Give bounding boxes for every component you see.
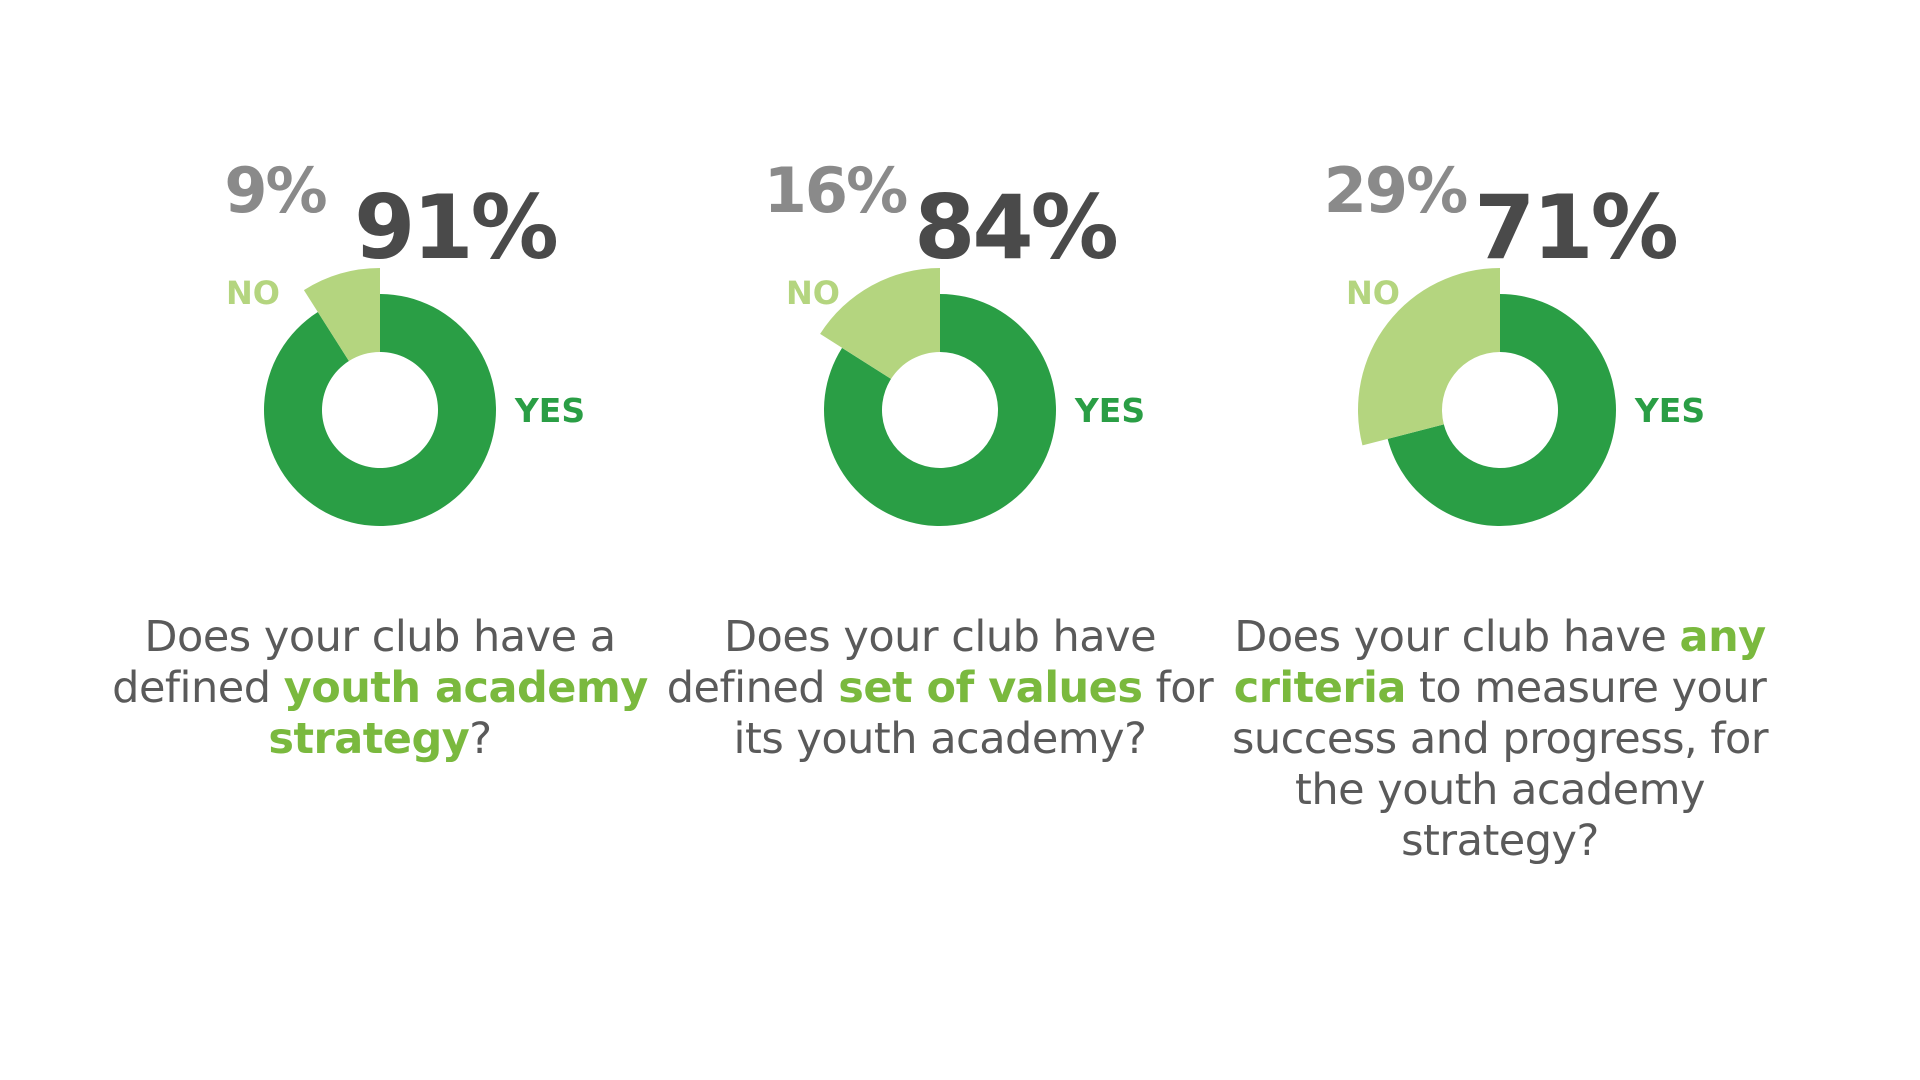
no-label-3: NO — [1346, 274, 1400, 312]
no-percent-1: 9% — [224, 154, 326, 227]
yes-slice-3 — [1387, 294, 1616, 527]
question-3-after: to measure your success and progress, fo… — [1231, 663, 1769, 866]
question-3-highlight: any criteria — [1233, 612, 1766, 713]
question-2-highlight: set of values — [838, 663, 1143, 713]
yes-label-2: YES — [1074, 391, 1145, 430]
question-2-after: for its youth academy? — [733, 663, 1214, 764]
yes-percent-1: 91% — [354, 176, 556, 279]
question-3-before: Does your club have — [1234, 612, 1680, 662]
chart-panel-2: 16% 84% NO YES Does your club have defined … — [660, 0, 1220, 1080]
question-1-after: ? — [469, 714, 492, 764]
donut-chart-3: 29% 71% NO YES — [1324, 154, 1705, 527]
yes-slice-1 — [264, 294, 496, 526]
yes-slice-2 — [824, 294, 1056, 526]
question-text-1: Does your club have a defined youth acad… — [100, 612, 660, 765]
no-slice-1 — [303, 268, 380, 362]
yes-label-1: YES — [514, 391, 585, 430]
no-label-1: NO — [226, 274, 280, 312]
no-label-2: NO — [786, 274, 840, 312]
question-1-before: Does your club have a defined — [112, 612, 616, 713]
question-2-before: Does your club have defined — [666, 612, 1157, 713]
chart-panel-1: 9% 91% NO YES Does your club have a defined… — [100, 0, 660, 1080]
question-text-3: Does your club have any criteria to meas… — [1220, 612, 1780, 867]
no-percent-3: 29% — [1324, 154, 1467, 227]
yes-label-3: YES — [1634, 391, 1705, 430]
question-1-highlight: youth academy strategy — [268, 663, 648, 764]
no-percent-2: 16% — [764, 154, 907, 227]
no-slice-3 — [1358, 268, 1500, 446]
donut-chart-1: 9% 91% NO YES — [224, 154, 585, 526]
donut-chart-2: 16% 84% NO YES — [764, 154, 1145, 526]
no-slice-2 — [820, 268, 940, 379]
question-text-2: Does your club have defined set of value… — [660, 612, 1220, 765]
yes-percent-2: 84% — [914, 176, 1116, 279]
chart-panel-3: 29% 71% NO YES Does your club have any crit… — [1220, 0, 1780, 1080]
yes-percent-3: 71% — [1474, 176, 1676, 279]
